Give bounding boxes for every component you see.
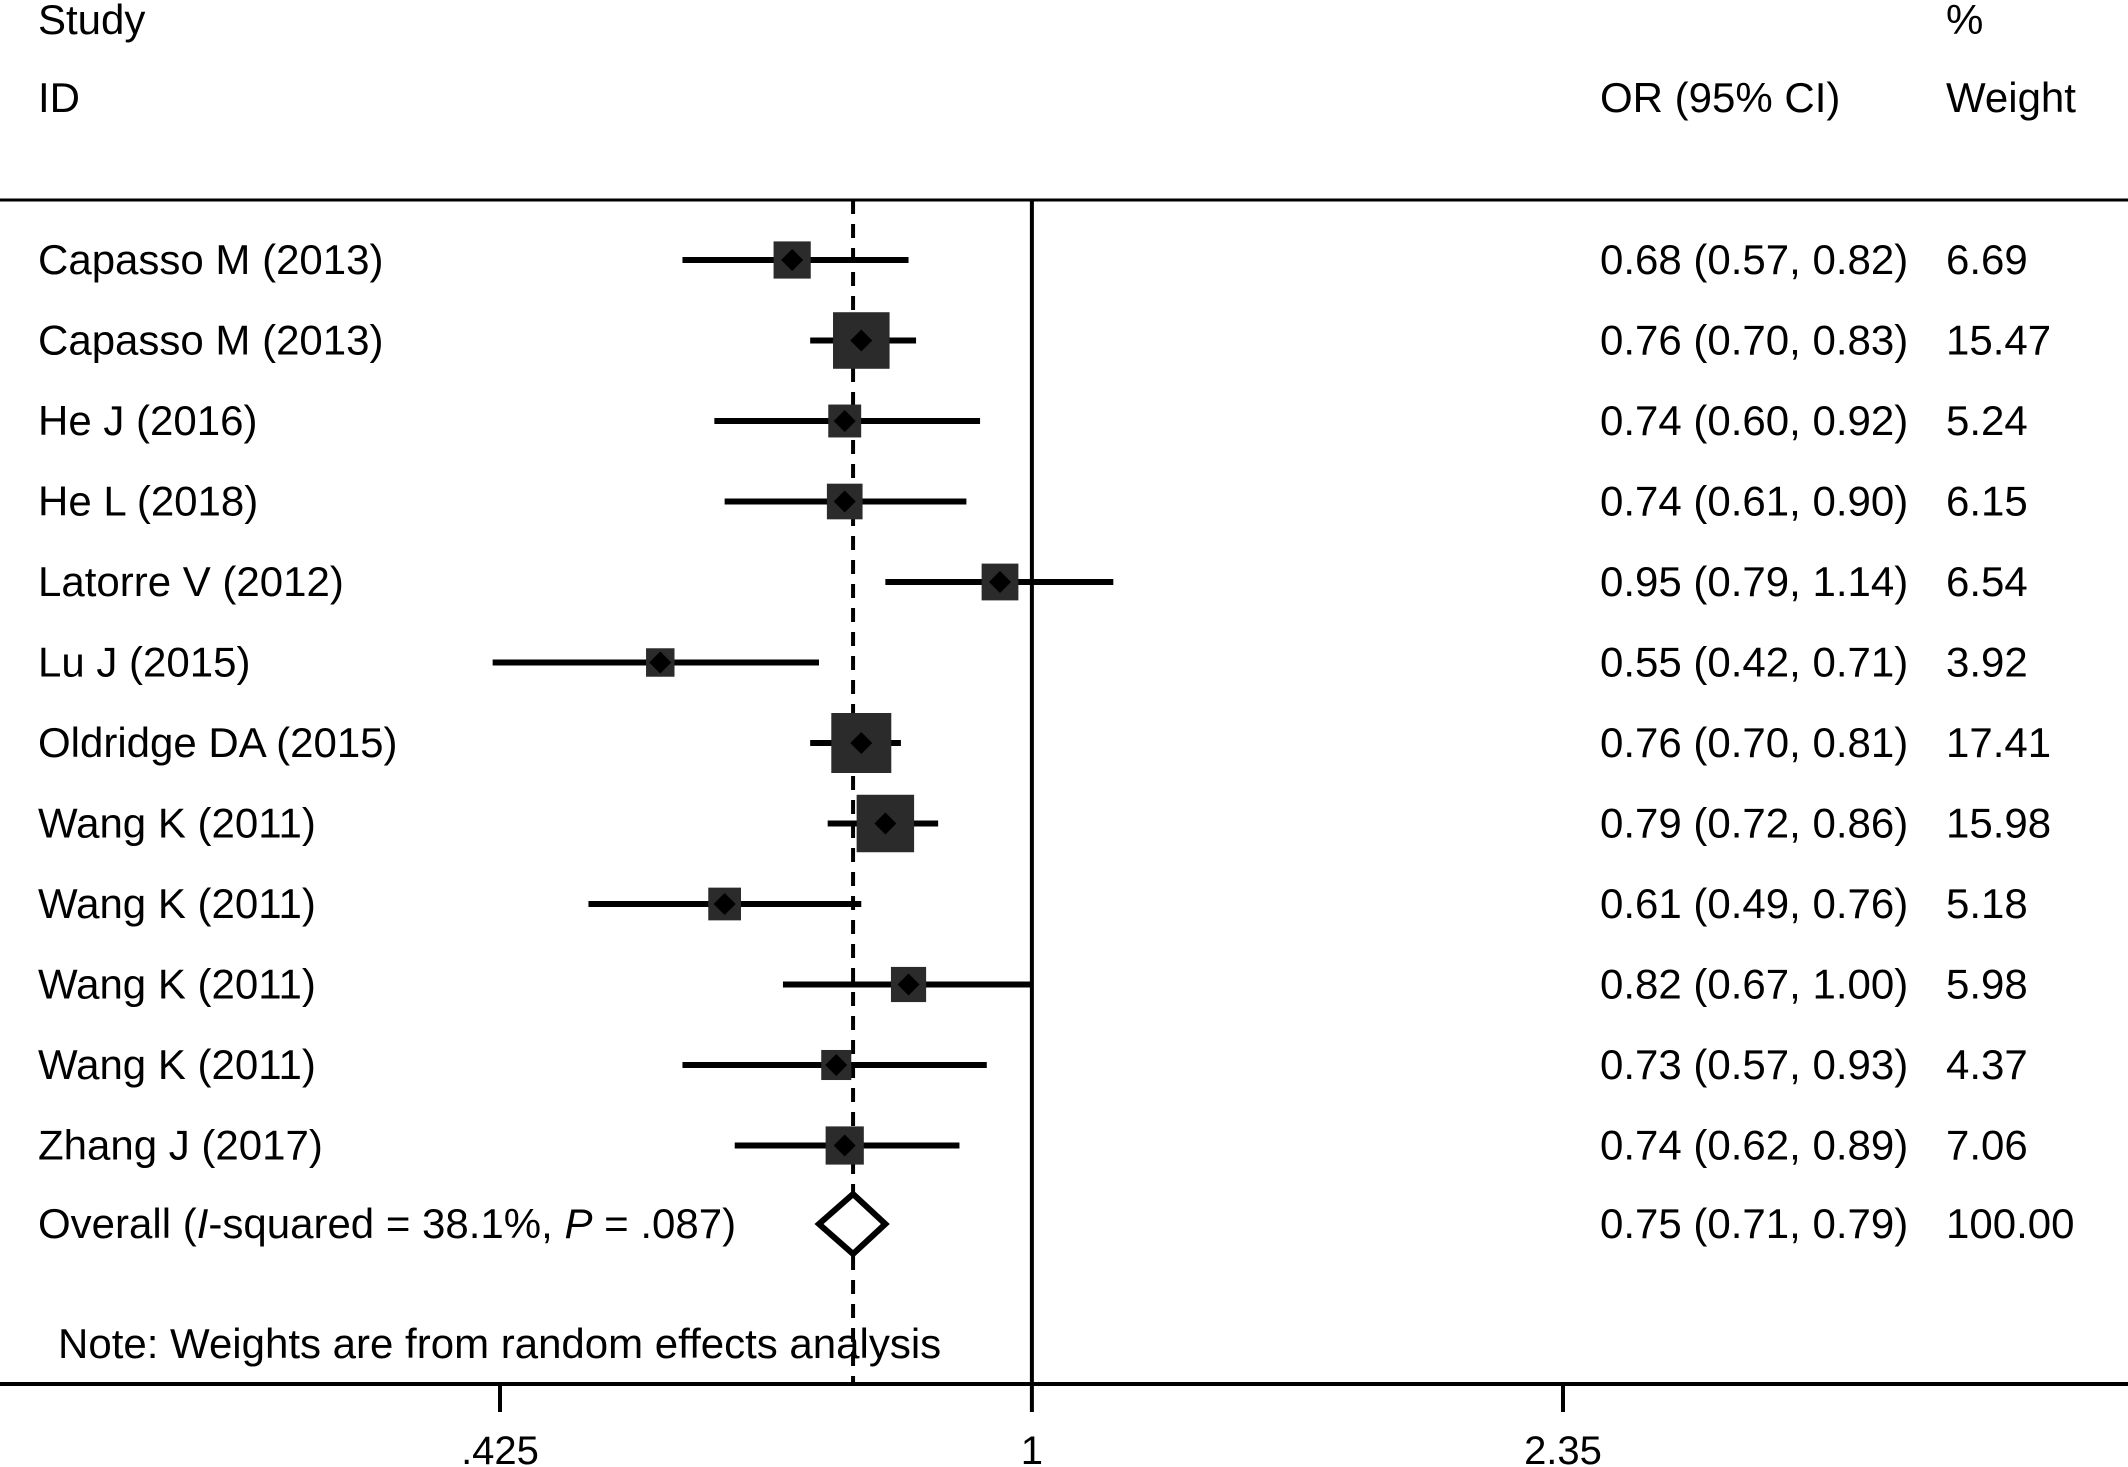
point-estimate bbox=[781, 249, 804, 271]
ci-text: 0.79 (0.72, 0.86) bbox=[1600, 800, 1908, 847]
ci-text: 0.82 (0.67, 1.00) bbox=[1600, 961, 1908, 1008]
weight-text: 6.69 bbox=[1946, 236, 2028, 283]
weight-text: 6.54 bbox=[1946, 558, 2028, 605]
x-tick-label: .425 bbox=[461, 1429, 539, 1467]
weight-text: 17.41 bbox=[1946, 719, 2051, 766]
ci-text: 0.76 (0.70, 0.83) bbox=[1600, 317, 1908, 364]
ci-text: 0.74 (0.60, 0.92) bbox=[1600, 397, 1908, 444]
point-estimate bbox=[850, 732, 873, 754]
header-id: ID bbox=[38, 74, 80, 121]
point-estimate bbox=[833, 490, 856, 513]
point-estimate bbox=[713, 893, 736, 915]
study-label: Latorre V (2012) bbox=[38, 558, 344, 605]
weight-text: 5.98 bbox=[1946, 961, 2028, 1008]
point-estimate bbox=[989, 571, 1012, 593]
study-row: He L (2018) 0.74 (0.61, 0.90) 6.15 bbox=[38, 478, 2028, 525]
study-row: Wang K (2011) 0.73 (0.57, 0.93) 4.37 bbox=[38, 1041, 2028, 1088]
study-label: He J (2016) bbox=[38, 397, 257, 444]
study-rows: Capasso M (2013) 0.68 (0.57, 0.82) 6.69Cap… bbox=[38, 236, 2051, 1169]
study-row: Oldridge DA (2015) 0.76 (0.70, 0.81) 17.41 bbox=[38, 713, 2051, 773]
ci-text: 0.61 (0.49, 0.76) bbox=[1600, 880, 1908, 927]
x-tick-label: 2.35 bbox=[1524, 1429, 1602, 1467]
study-row: Capasso M (2013) 0.76 (0.70, 0.83) 15.47 bbox=[38, 312, 2051, 369]
study-label: Zhang J (2017) bbox=[38, 1122, 323, 1169]
weight-text: 6.15 bbox=[1946, 478, 2028, 525]
study-label: Lu J (2015) bbox=[38, 639, 250, 686]
ci-text: 0.55 (0.42, 0.71) bbox=[1600, 639, 1908, 686]
x-tick-label: 1 bbox=[1021, 1429, 1043, 1467]
weight-text: 7.06 bbox=[1946, 1122, 2028, 1169]
point-estimate bbox=[850, 329, 873, 352]
study-label: He L (2018) bbox=[38, 478, 258, 525]
overall-row: Overall (I-squared = 38.1%, P = .087) 0.… bbox=[38, 1189, 2074, 1259]
weight-text: 4.37 bbox=[1946, 1041, 2028, 1088]
weight-text: 5.24 bbox=[1946, 397, 2028, 444]
point-estimate bbox=[833, 1134, 856, 1157]
study-row: Capasso M (2013) 0.68 (0.57, 0.82) 6.69 bbox=[38, 236, 2028, 283]
note-text: Note: Weights are from random effects an… bbox=[58, 1320, 941, 1367]
study-row: Wang K (2011) 0.82 (0.67, 1.00) 5.98 bbox=[38, 961, 2028, 1008]
header-effect: OR (95% CI) bbox=[1600, 74, 1840, 121]
x-axis-ticks: .425 1 2.35 bbox=[461, 1384, 1602, 1467]
study-row: Zhang J (2017) 0.74 (0.62, 0.89) 7.06 bbox=[38, 1122, 2028, 1169]
study-label: Oldridge DA (2015) bbox=[38, 719, 398, 766]
weight-text: 15.98 bbox=[1946, 800, 2051, 847]
ci-text: 0.76 (0.70, 0.81) bbox=[1600, 719, 1908, 766]
study-row: Latorre V (2012) 0.95 (0.79, 1.14) 6.54 bbox=[38, 558, 2028, 605]
study-label: Wang K (2011) bbox=[38, 961, 316, 1008]
study-row: Lu J (2015) 0.55 (0.42, 0.71) 3.92 bbox=[38, 639, 2028, 686]
study-label: Wang K (2011) bbox=[38, 1041, 316, 1088]
study-label: Capasso M (2013) bbox=[38, 236, 384, 283]
header-weight: Weight bbox=[1946, 74, 2076, 121]
point-estimate bbox=[833, 410, 856, 432]
ci-text: 0.74 (0.62, 0.89) bbox=[1600, 1122, 1908, 1169]
study-row: Wang K (2011) 0.79 (0.72, 0.86) 15.98 bbox=[38, 794, 2051, 853]
weight-text: 5.18 bbox=[1946, 880, 2028, 927]
header-study: Study bbox=[38, 0, 145, 43]
point-estimate bbox=[874, 812, 897, 835]
overall-diamond bbox=[814, 1189, 890, 1259]
study-label: Wang K (2011) bbox=[38, 800, 316, 847]
ci-text: 0.73 (0.57, 0.93) bbox=[1600, 1041, 1908, 1088]
header-percent: % bbox=[1946, 0, 1983, 43]
study-row: Wang K (2011) 0.61 (0.49, 0.76) 5.18 bbox=[38, 880, 2028, 927]
point-estimate bbox=[825, 1054, 848, 1076]
overall-ci-text: 0.75 (0.71, 0.79) bbox=[1600, 1200, 1908, 1247]
study-label: Wang K (2011) bbox=[38, 880, 316, 927]
point-estimate bbox=[649, 651, 672, 674]
ci-text: 0.68 (0.57, 0.82) bbox=[1600, 236, 1908, 283]
ci-text: 0.74 (0.61, 0.90) bbox=[1600, 478, 1908, 525]
weight-text: 15.47 bbox=[1946, 317, 2051, 364]
study-label: Capasso M (2013) bbox=[38, 317, 384, 364]
overall-weight-text: 100.00 bbox=[1946, 1200, 2074, 1247]
study-row: He J (2016) 0.74 (0.60, 0.92) 5.24 bbox=[38, 397, 2028, 444]
point-estimate bbox=[897, 973, 920, 996]
weight-text: 3.92 bbox=[1946, 639, 2028, 686]
overall-label: Overall (I-squared = 38.1%, P = .087) bbox=[38, 1200, 736, 1247]
ci-text: 0.95 (0.79, 1.14) bbox=[1600, 558, 1908, 605]
